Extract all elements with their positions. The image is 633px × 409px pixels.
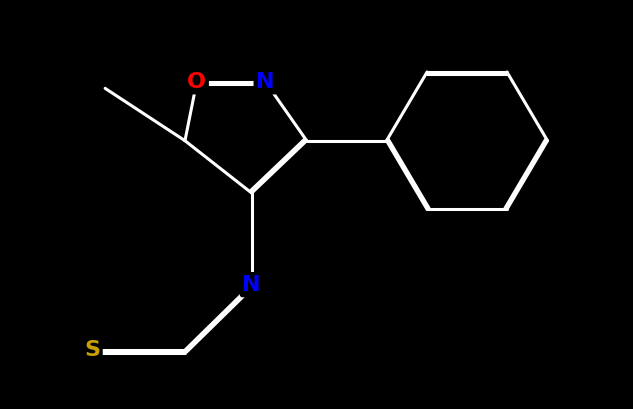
Text: S: S [84, 340, 100, 360]
Text: N: N [242, 275, 261, 294]
Text: N: N [256, 72, 275, 92]
Text: O: O [187, 72, 206, 92]
